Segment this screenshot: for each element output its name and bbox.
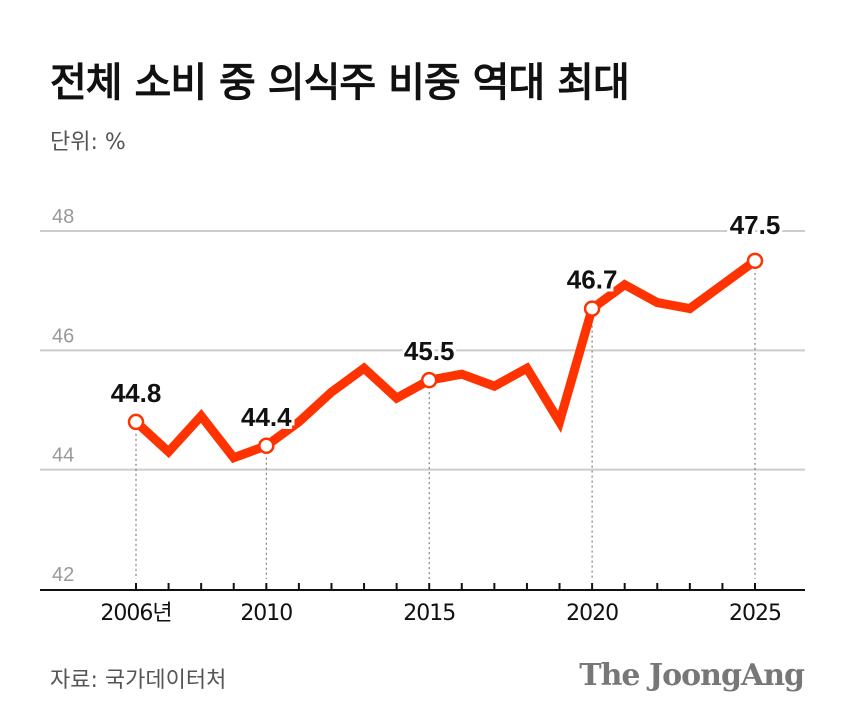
data-point-marker [746, 252, 764, 270]
x-tick-label: 2025 [729, 601, 781, 626]
source-label: 자료: 국가데이터처 [50, 668, 227, 693]
data-label: 44.4 [241, 402, 292, 432]
y-tick-label: 44 [52, 445, 74, 467]
y-tick-label: 42 [52, 564, 74, 586]
chart-title: 전체 소비 중 의식주 비중 역대 최대 [50, 60, 630, 106]
x-tick-label: 2015 [403, 601, 455, 626]
publisher-logo: The JoongAng [579, 658, 805, 693]
data-point-marker [583, 300, 601, 317]
y-tick-label: 48 [52, 206, 74, 228]
y-tick-label: 46 [52, 325, 74, 347]
data-point-marker [258, 437, 275, 455]
data-point-marker [127, 413, 145, 431]
series-line [131, 256, 760, 464]
data-point-marker [420, 371, 438, 389]
unit-label: 단위: % [50, 130, 126, 155]
data-label: 47.5 [730, 210, 781, 240]
data-label: 45.5 [404, 336, 455, 366]
x-tick-label: 2010 [240, 601, 292, 626]
x-tick-label: 2006년 [100, 601, 171, 626]
data-label: 46.7 [567, 265, 618, 295]
x-tick-label: 2020 [566, 601, 618, 626]
data-label: 44.8 [111, 378, 162, 408]
